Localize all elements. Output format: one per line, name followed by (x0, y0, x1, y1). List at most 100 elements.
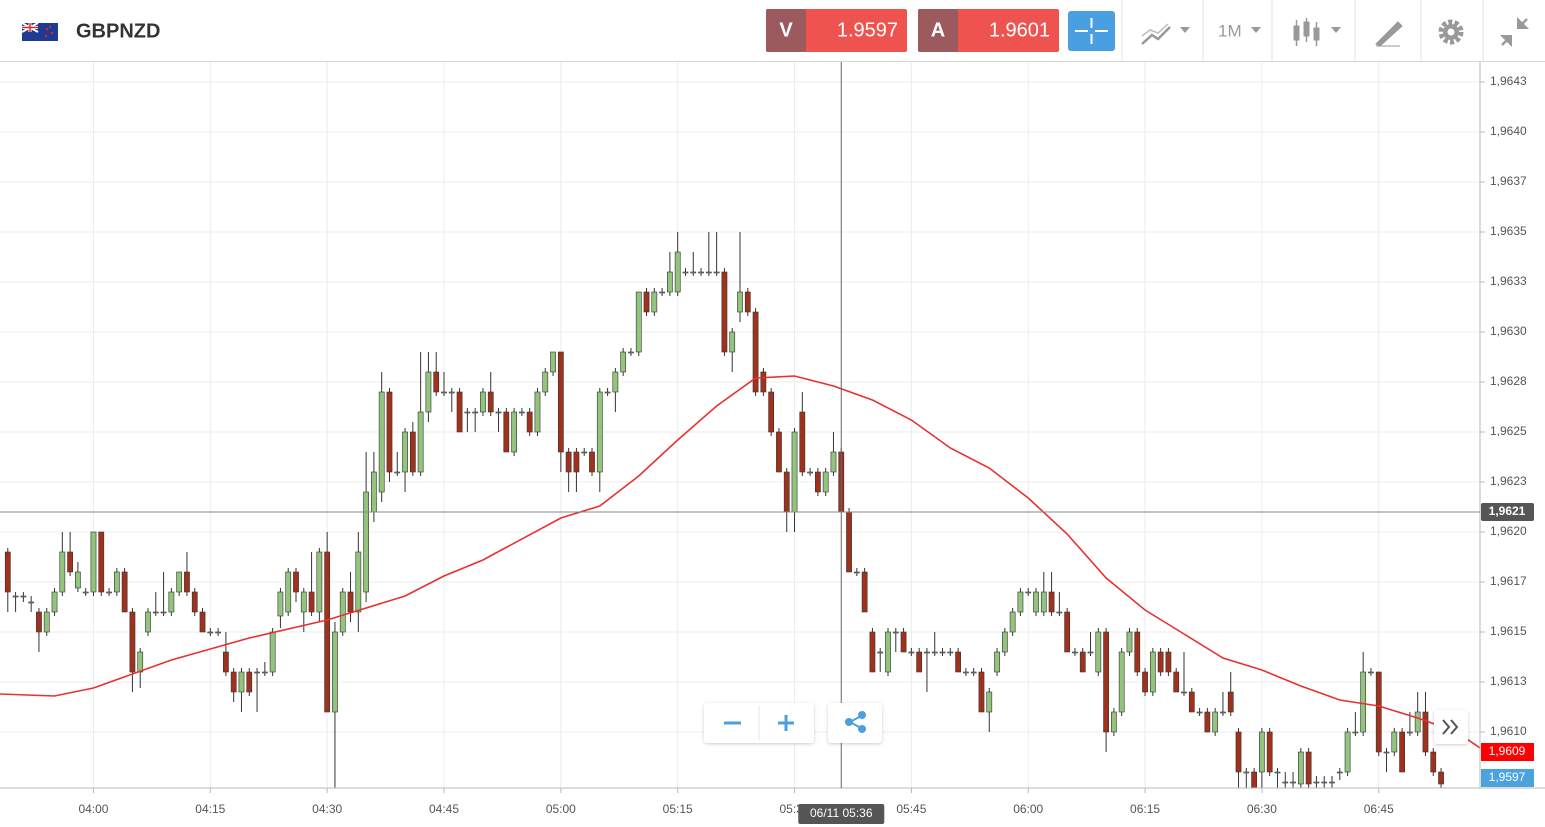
candle-body (215, 631, 221, 634)
candle-body (744, 291, 751, 313)
y-tick-label: 1,9643 (1490, 74, 1527, 88)
price-label-bg (1481, 743, 1534, 761)
x-tick-label: 04:00 (78, 802, 108, 816)
candle-body (1438, 771, 1444, 785)
candle-body (1134, 631, 1141, 673)
candle-body (822, 471, 829, 493)
candle-body (495, 411, 502, 414)
y-tick-label: 1,9615 (1490, 624, 1527, 638)
toolbar-separators (1121, 0, 1484, 61)
candle-body (1181, 691, 1187, 694)
candle-body (565, 451, 572, 473)
candle-body (752, 311, 759, 393)
candle-body (402, 431, 408, 473)
candle-type-button[interactable] (1293, 18, 1341, 46)
candle-body (519, 411, 525, 414)
y-tick-label: 1,9633 (1490, 274, 1527, 288)
candle-body (1196, 711, 1203, 714)
candle-body (924, 651, 930, 654)
candle-body (1399, 731, 1405, 773)
crosshair-button[interactable] (1068, 11, 1115, 51)
draw-button[interactable] (1375, 21, 1403, 47)
candle-body (4, 551, 11, 593)
buy-button[interactable]: A 1.9601 (918, 9, 1059, 52)
zoom-out-button[interactable] (704, 703, 759, 743)
candle-body (43, 611, 50, 633)
candle-body (986, 691, 993, 713)
candle-body (1227, 691, 1234, 713)
candle-body (1305, 751, 1312, 785)
candle-body (1251, 771, 1257, 788)
candle-body (1259, 731, 1265, 773)
y-tick-label: 1,9617 (1490, 574, 1527, 588)
x-tick-label: 06:00 (1013, 802, 1043, 816)
settings-button[interactable] (1438, 19, 1464, 45)
candle-body (503, 411, 510, 453)
candle-body (511, 411, 517, 453)
candle-body (955, 651, 961, 673)
sell-button[interactable]: V 1.9597 (766, 9, 907, 52)
candle-body (409, 431, 416, 473)
timeframe-button[interactable]: 1M (1218, 21, 1261, 40)
candle-body (1321, 781, 1328, 784)
share-button[interactable] (828, 703, 882, 743)
candle-body (1142, 671, 1148, 693)
candle-body (184, 571, 190, 593)
bid-label-bg (1481, 769, 1534, 787)
candle-body (269, 631, 276, 673)
candle-body (596, 391, 603, 473)
candle-body (1048, 591, 1055, 613)
candle-body (308, 591, 315, 613)
candle-body (1173, 671, 1180, 693)
candle-body (1040, 591, 1047, 613)
candle-body (293, 571, 299, 593)
timeframe: 1M (1218, 21, 1242, 40)
candle-body (1118, 651, 1125, 713)
candle-body (394, 471, 401, 474)
candle-body (332, 631, 338, 713)
candle-body (113, 571, 120, 593)
crosshair-y-label: 1,9621 (1489, 504, 1526, 518)
candle-body (963, 671, 969, 674)
candle-body (176, 571, 183, 593)
candle-body (1290, 781, 1296, 784)
moving-average (0, 375, 1480, 749)
zoom-in-button[interactable] (759, 703, 814, 743)
candle-body (433, 371, 440, 393)
candle-body (347, 591, 354, 613)
series (0, 232, 1480, 788)
scroll-right-button[interactable] (1434, 710, 1468, 744)
candle-body (363, 491, 369, 593)
y-tick-label: 1,9613 (1490, 674, 1527, 688)
sell-price: 1.9597 (837, 19, 898, 41)
candle-body (254, 671, 260, 674)
y-tick-label: 1,9620 (1490, 524, 1527, 538)
candle-body (791, 431, 798, 513)
candle-body (1220, 711, 1226, 714)
y-tick-label: 1,9625 (1490, 424, 1527, 438)
candle-body (378, 391, 385, 493)
zoom-controls (704, 703, 882, 743)
collapse-button[interactable] (1500, 17, 1529, 47)
candle-body (916, 651, 923, 673)
candle-body (1422, 711, 1429, 753)
candle-body (682, 271, 689, 274)
plot-area (0, 62, 1480, 788)
candle-body (573, 451, 580, 473)
flag-icon (21, 22, 58, 41)
candle-body (846, 511, 852, 573)
candle-body (885, 631, 891, 673)
chart-type-button[interactable] (1141, 23, 1190, 45)
candle-body (581, 451, 588, 454)
candle-body (1313, 781, 1320, 784)
sell-label: V (779, 19, 793, 41)
candle-body (1111, 711, 1117, 733)
candle-body (1344, 731, 1351, 773)
candle-body (1360, 671, 1367, 733)
candle-body (705, 271, 712, 274)
candle-body (106, 591, 112, 594)
candle-body (386, 391, 393, 473)
candle-body (978, 671, 985, 713)
candle-body (1072, 651, 1078, 654)
candle-body (1157, 651, 1164, 673)
